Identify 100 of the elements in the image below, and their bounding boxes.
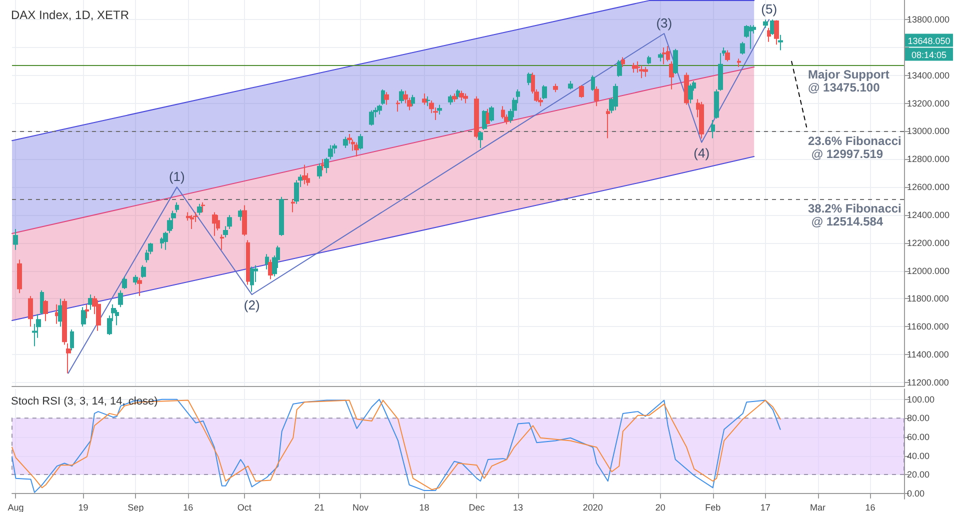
y-tick-label: 12800.000 bbox=[907, 154, 950, 164]
candlestick bbox=[96, 300, 101, 332]
candlestick bbox=[190, 214, 194, 230]
y-tick-label: 13200.000 bbox=[907, 98, 950, 108]
x-tick-label: 16 bbox=[183, 502, 194, 512]
candlestick bbox=[711, 120, 715, 139]
candlestick bbox=[137, 277, 142, 296]
x-tick-label: Aug bbox=[8, 502, 24, 512]
candlestick bbox=[212, 212, 217, 236]
candlestick bbox=[354, 142, 359, 157]
y-tick-label: 100.00 bbox=[907, 394, 935, 404]
candlestick bbox=[621, 56, 625, 68]
candlestick bbox=[456, 88, 460, 100]
candlestick bbox=[328, 144, 333, 160]
candlestick bbox=[748, 24, 753, 50]
candlestick bbox=[459, 90, 464, 102]
candlestick bbox=[699, 101, 704, 139]
ref-line-label: Major Support @ 13475.100 bbox=[808, 67, 893, 94]
candlestick bbox=[763, 19, 768, 28]
annotation: (4) bbox=[694, 145, 710, 160]
candlestick bbox=[141, 264, 146, 278]
candlestick bbox=[774, 20, 779, 46]
annotation: (3) bbox=[656, 16, 672, 31]
candlestick bbox=[669, 60, 674, 90]
y-tick-label: 11200.000 bbox=[907, 378, 949, 388]
candlestick bbox=[175, 202, 179, 213]
y-tick-label: 12000.000 bbox=[907, 266, 950, 276]
candlestick bbox=[197, 203, 202, 216]
candlestick bbox=[13, 228, 18, 250]
candlestick bbox=[474, 96, 479, 139]
x-tick-label: Mar bbox=[810, 502, 826, 512]
x-tick-label: Oct bbox=[237, 502, 252, 512]
candlestick bbox=[688, 83, 693, 104]
ref-line-label: 23.6% Fibonacci @ 12997.519 bbox=[808, 134, 902, 162]
candlestick bbox=[426, 96, 430, 107]
y-tick-label: 12400.000 bbox=[907, 210, 950, 220]
candlestick bbox=[613, 83, 618, 111]
candlestick bbox=[778, 34, 783, 51]
candlestick bbox=[291, 199, 295, 213]
x-tick-label: Dec bbox=[468, 502, 486, 512]
candlestick bbox=[553, 83, 558, 93]
candlestick bbox=[767, 27, 771, 42]
candlestick bbox=[673, 48, 678, 74]
candlestick bbox=[163, 231, 168, 250]
candlestick bbox=[594, 86, 599, 107]
candlestick bbox=[28, 295, 33, 328]
candlestick bbox=[740, 41, 745, 55]
candlestick bbox=[66, 342, 71, 374]
y-tick-label: 11400.000 bbox=[907, 350, 949, 360]
candlestick bbox=[542, 84, 547, 100]
candlestick bbox=[317, 162, 322, 180]
candlestick bbox=[684, 72, 689, 106]
candlestick bbox=[463, 93, 468, 104]
candlestick bbox=[396, 100, 400, 112]
candlestick bbox=[324, 157, 329, 174]
candlestick bbox=[478, 130, 483, 148]
x-tick-label: 19 bbox=[78, 502, 88, 512]
candlestick bbox=[725, 50, 730, 62]
candlestick bbox=[647, 55, 651, 65]
candlestick bbox=[639, 65, 644, 79]
candlestick bbox=[606, 108, 610, 139]
candlestick bbox=[658, 52, 663, 62]
line-series bbox=[68, 19, 770, 374]
candlestick bbox=[246, 240, 250, 286]
x-tick-label: 17 bbox=[760, 502, 770, 512]
candlestick bbox=[201, 202, 205, 213]
candlestick bbox=[250, 266, 254, 292]
y-tick-label: 80.00 bbox=[907, 413, 930, 424]
annotation: (5) bbox=[761, 2, 778, 17]
text: 08:14:05 bbox=[911, 50, 947, 60]
y-tick-label: 0.00 bbox=[907, 488, 925, 498]
candlestick bbox=[737, 58, 741, 68]
candlestick bbox=[85, 304, 89, 319]
x-tick-label: 16 bbox=[865, 502, 876, 512]
candlestick bbox=[632, 62, 637, 74]
candlestick bbox=[643, 66, 648, 78]
candlestick bbox=[55, 304, 59, 324]
x-tick-label: 18 bbox=[419, 502, 430, 512]
candlestick bbox=[662, 46, 666, 65]
candlestick bbox=[358, 134, 363, 150]
candlestick bbox=[81, 306, 86, 328]
candlestick bbox=[591, 74, 595, 92]
ref-line-label: 38.2% Fibonacci @ 12514.584 bbox=[808, 201, 902, 228]
y-tick-label: 12200.000 bbox=[907, 238, 950, 248]
candlestick bbox=[118, 290, 123, 308]
candlestick bbox=[265, 254, 269, 270]
candlestick bbox=[62, 298, 67, 346]
candlestick bbox=[422, 93, 427, 106]
candlestick bbox=[452, 93, 457, 102]
y-tick-label: 20.00 bbox=[907, 470, 930, 480]
candlestick bbox=[17, 259, 22, 294]
candlestick bbox=[70, 328, 74, 351]
candlestick bbox=[411, 94, 415, 107]
x-tick-label: Feb bbox=[705, 502, 721, 512]
text: 13648.050 bbox=[908, 36, 950, 46]
x-tick-label: 2020 bbox=[582, 502, 603, 512]
candlestick bbox=[384, 92, 389, 106]
candlestick bbox=[302, 164, 307, 185]
y-tick-label: 12600.000 bbox=[907, 182, 950, 192]
x-tick-label: Sep bbox=[128, 502, 144, 512]
